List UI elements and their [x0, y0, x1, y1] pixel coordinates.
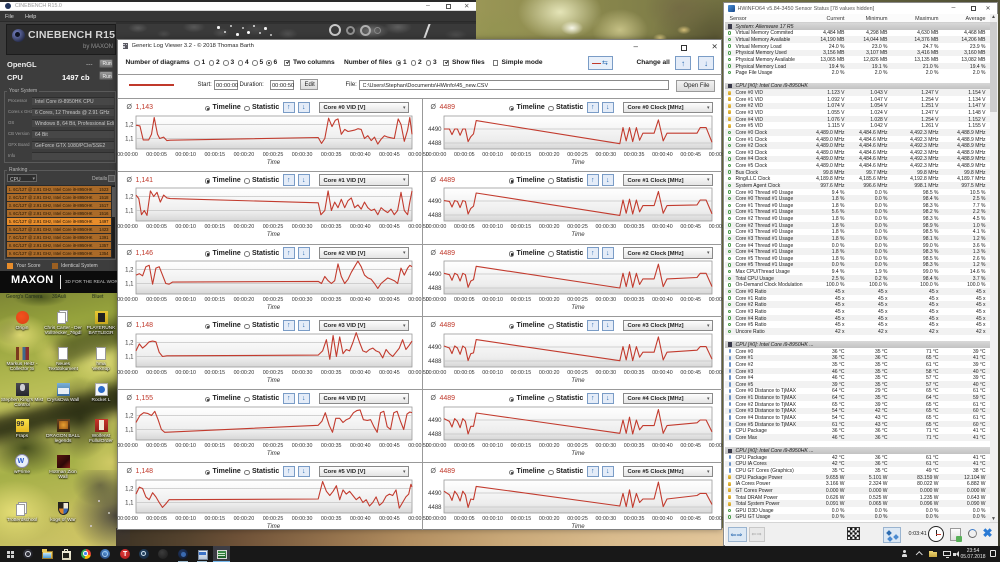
svg-text:4488: 4488: [428, 141, 442, 147]
svg-text:4488: 4488: [428, 213, 442, 219]
svg-text:1,1: 1,1: [125, 282, 134, 288]
svg-text:4490: 4490: [428, 272, 442, 278]
svg-text:4490: 4490: [428, 127, 442, 133]
svg-text:4488: 4488: [428, 359, 442, 365]
svg-text:1,1: 1,1: [125, 136, 134, 142]
svg-text:1,1: 1,1: [125, 354, 134, 360]
svg-text:4490: 4490: [428, 418, 442, 424]
svg-text:1,2: 1,2: [125, 195, 134, 201]
svg-text:4488: 4488: [428, 505, 442, 511]
svg-text:4490: 4490: [428, 199, 442, 205]
svg-text:1,1: 1,1: [125, 500, 134, 506]
svg-text:1,1: 1,1: [125, 209, 134, 215]
svg-text:1,1: 1,1: [125, 427, 134, 433]
svg-text:1,2: 1,2: [125, 268, 134, 274]
svg-text:1,2: 1,2: [125, 122, 134, 128]
svg-text:4490: 4490: [428, 491, 442, 497]
svg-text:1,2: 1,2: [125, 486, 134, 492]
svg-text:4490: 4490: [428, 345, 442, 351]
svg-text:4488: 4488: [428, 286, 442, 292]
svg-text:1,2: 1,2: [125, 413, 134, 419]
svg-text:1,2: 1,2: [125, 340, 134, 346]
svg-text:4488: 4488: [428, 432, 442, 438]
